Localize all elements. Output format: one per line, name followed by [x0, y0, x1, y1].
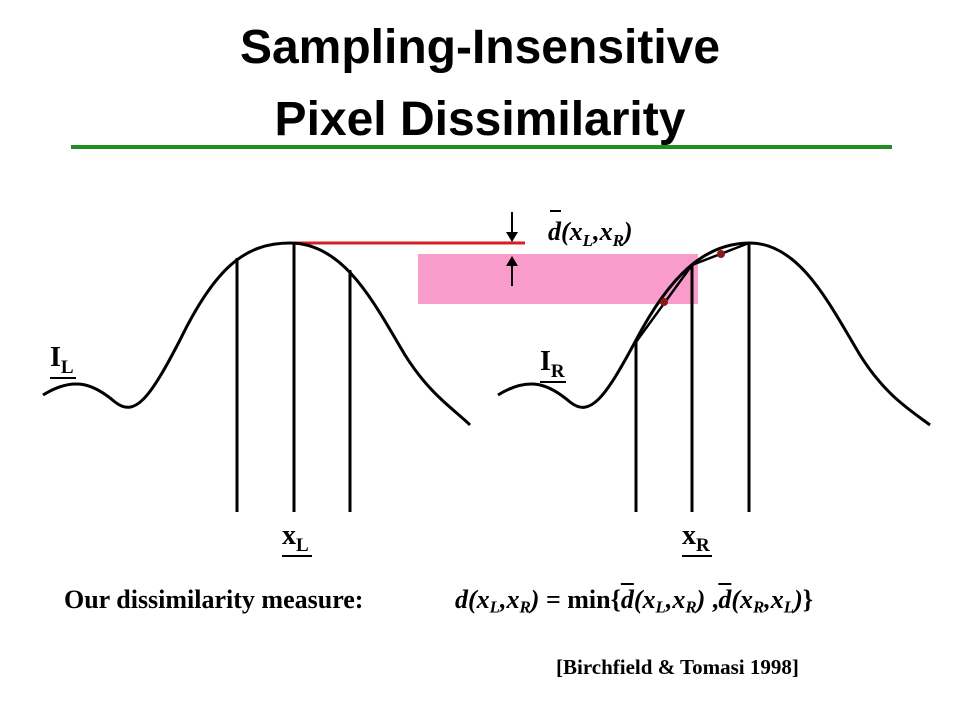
- dbar-label: d(xL,xR): [548, 217, 633, 250]
- left-curve-label: IL: [50, 342, 74, 378]
- right-sample-label: xR: [682, 520, 710, 556]
- dbar-arrow-bottom-head: [506, 256, 518, 266]
- formula-separator: ,: [705, 585, 719, 614]
- citation: [Birchfield & Tomasi 1998]: [556, 655, 799, 679]
- intensity-range-band: [418, 254, 698, 304]
- right-curve-label: IR: [540, 346, 565, 382]
- formula-term-1: d(xL,xR): [620, 585, 706, 617]
- formula-term-2: d(xR,xL): [718, 585, 803, 617]
- left-sample-label: xL: [282, 520, 309, 556]
- right-intensity-curve: [497, 241, 931, 427]
- left-intensity-curve: [42, 241, 472, 427]
- formula-eq: = min{: [539, 585, 621, 614]
- half-sample-dot-left: [660, 298, 668, 306]
- formula-label: Our dissimilarity measure:: [64, 585, 364, 614]
- title-underline: [71, 145, 892, 149]
- formula-end: }: [802, 585, 814, 614]
- slide-title-line-2: Pixel Dissimilarity: [274, 93, 686, 146]
- slide-title-line-1: Sampling-Insensitive: [239, 21, 721, 74]
- dbar-arrow-top-head: [506, 232, 518, 242]
- dissimilarity-formula: d(xL,xR) = min{d(xL,xR) ,d(xR,xL)}: [455, 585, 813, 618]
- formula-lhs: d(xL,xR): [455, 585, 540, 617]
- half-sample-dot-right: [717, 250, 725, 258]
